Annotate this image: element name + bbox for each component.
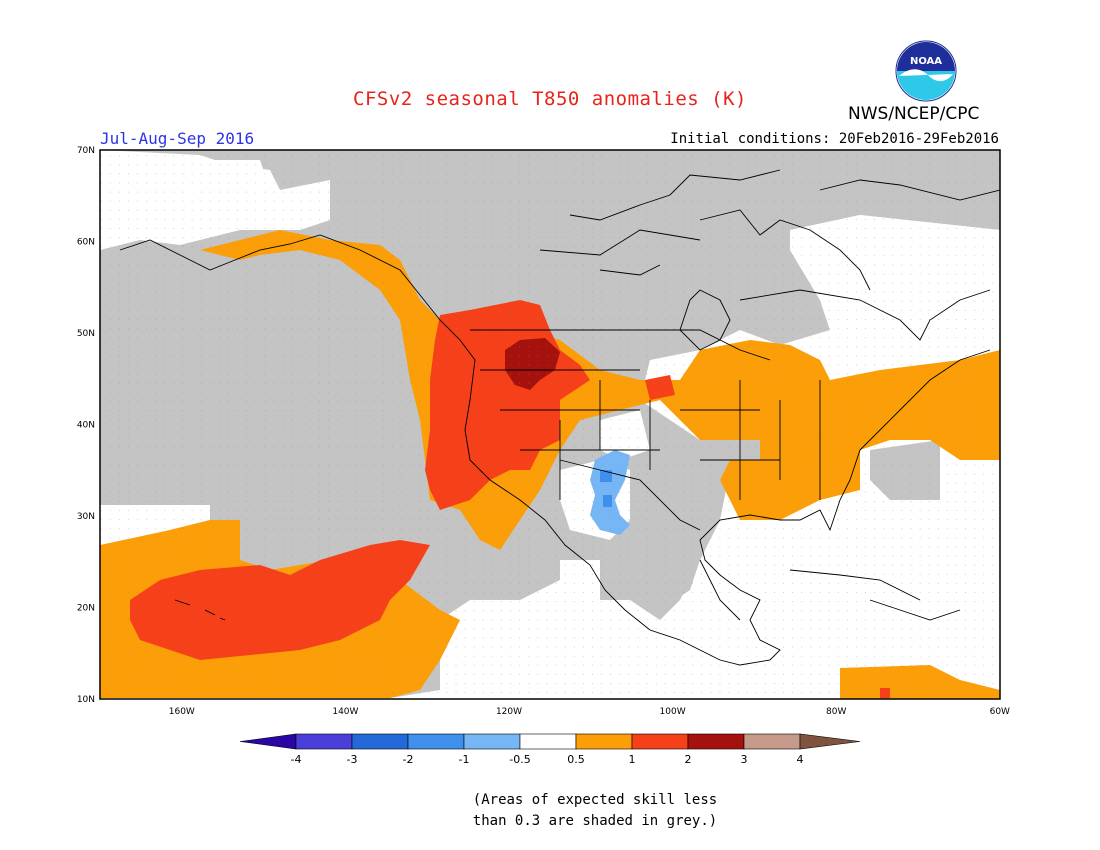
colorbar-swatch-5 [519,733,577,750]
skill-note: (Areas of expected skill less than 0.3 a… [0,790,1100,832]
lon-label-140W: 140W [332,707,358,717]
longitude-labels: 160W 140W 120W 100W 80W 60W [169,707,1010,717]
colorbar-swatch-7 [631,733,689,750]
map-frame [99,149,1001,700]
colorbar-label-0: -4 [291,753,302,766]
skill-note-line2: than 0.3 are shaded in grey.) [472,813,718,829]
noaa-logo-text: NOAA [910,56,942,67]
lat-label-30N: 30N [77,512,95,522]
initial-conditions-label: Initial conditions: 20Feb2016-29Feb2016 [670,131,999,147]
lat-label-70N: 70N [77,146,95,156]
lat-label-40N: 40N [77,421,95,431]
colorbar-label-2: -2 [403,753,414,766]
skill-note-line1: (Areas of expected skill less [472,792,718,808]
colorbar-label-3: -1 [459,753,470,766]
agency-label: NWS/NCEP/CPC [848,104,980,124]
lon-label-120W: 120W [496,707,522,717]
colorbar-swatch-4 [463,733,521,750]
lat-label-50N: 50N [77,329,95,339]
colorbar-label-8: 3 [741,753,748,766]
latitude-labels: 70N 60N 50N 40N 30N 20N 10N [77,146,95,705]
colorbar-right-arrow [799,733,861,750]
colorbar-label-4: -0.5 [509,753,530,766]
colorbar-left-arrow [239,733,297,750]
colorbar-swatch-8 [687,733,745,750]
colorbar-swatch-9 [743,733,801,750]
season-label: Jul-Aug-Sep 2016 [100,129,255,148]
colorbar-label-1: -3 [347,753,358,766]
colorbar-label-9: 4 [797,753,804,766]
lat-label-20N: 20N [77,604,95,614]
colorbar [239,733,861,750]
colorbar-swatch-2 [351,733,409,750]
graticule-dots [100,150,1000,699]
lon-label-160W: 160W [169,707,195,717]
colorbar-label-7: 2 [685,753,692,766]
lon-label-60W: 60W [990,707,1010,717]
colorbar-swatch-3 [407,733,465,750]
colorbar-swatch-1 [295,733,353,750]
colorbar-labels: -4 -3 -2 -1 -0.5 0.5 1 2 3 4 [291,753,804,766]
lon-label-80W: 80W [826,707,846,717]
chart-title: CFSv2 seasonal T850 anomalies (K) [353,88,747,110]
colorbar-swatch-6 [575,733,633,750]
colorbar-label-6: 1 [629,753,636,766]
colorbar-label-5: 0.5 [567,753,585,766]
coastlines [119,169,1000,666]
lat-label-60N: 60N [77,238,95,248]
lat-label-10N: 10N [77,695,95,705]
noaa-logo: NOAA [895,40,957,102]
lon-label-100W: 100W [660,707,686,717]
